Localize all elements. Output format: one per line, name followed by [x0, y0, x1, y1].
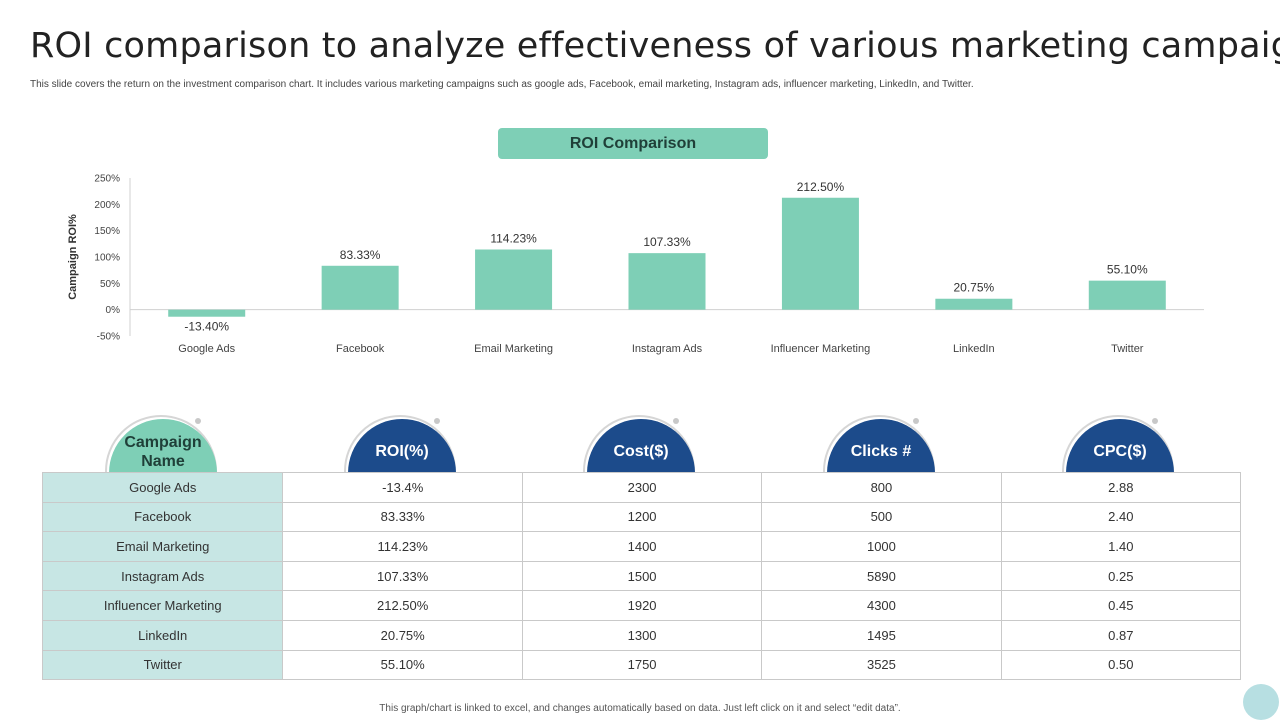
y-tick-label: 100%	[94, 253, 120, 264]
table-row: Facebook 83.33% 1200 500 2.40	[41, 501, 1242, 533]
cpc-cell: 2.88	[1000, 472, 1242, 503]
decorative-circle	[1243, 684, 1279, 720]
cost-cell: 1920	[521, 590, 763, 621]
clicks-cell: 500	[761, 501, 1002, 533]
campaign-name-cell: Influencer Marketing	[41, 590, 284, 621]
cpc-cell: 0.87	[1000, 619, 1242, 651]
table-row: Google Ads -13.4% 2300 800 2.88	[41, 472, 1242, 503]
campaign-name-cell: Facebook	[41, 501, 284, 533]
clicks-cell: 5890	[761, 560, 1002, 592]
header-roi: ROI(%)	[344, 413, 460, 473]
cpc-cell: 1.40	[1000, 531, 1242, 562]
bar	[475, 249, 553, 310]
cpc-cell: 0.50	[1000, 649, 1242, 681]
cost-cell: 2300	[521, 472, 763, 503]
campaign-name-cell: Google Ads	[41, 472, 284, 503]
cpc-cell: 2.40	[1000, 501, 1242, 533]
roi-cell: -13.4%	[282, 472, 523, 503]
y-tick-label: 50%	[100, 279, 120, 290]
page-title: ROI comparison to analyze effectiveness …	[30, 26, 1280, 66]
table-row: Instagram Ads 107.33% 1500 5890 0.25	[41, 560, 1242, 592]
table-row: Twitter 55.10% 1750 3525 0.50	[41, 649, 1242, 681]
x-tick-label: Google Ads	[178, 343, 235, 355]
cost-cell: 1750	[521, 649, 763, 681]
x-tick-label: Facebook	[336, 343, 385, 355]
header-campaign-name: Campaign Name	[105, 413, 221, 473]
data-label: 212.50%	[797, 180, 845, 194]
clicks-cell: 1495	[761, 619, 1002, 651]
bar	[321, 265, 399, 310]
y-tick-label: -50%	[97, 332, 120, 343]
bar	[935, 298, 1013, 310]
clicks-cell: 3525	[761, 649, 1002, 681]
x-tick-label: Twitter	[1111, 343, 1144, 355]
data-label: 114.23%	[490, 232, 537, 246]
table-row: LinkedIn 20.75% 1300 1495 0.87	[41, 619, 1242, 651]
header-cpc-label: CPC($)	[1093, 443, 1147, 460]
header-clicks-label: Clicks #	[850, 443, 912, 460]
cost-cell: 1500	[521, 560, 763, 592]
data-label: 20.75%	[954, 281, 995, 295]
roi-cell: 20.75%	[282, 619, 523, 651]
header-cost: Cost($)	[583, 413, 699, 473]
roi-cell: 114.23%	[282, 531, 523, 562]
x-tick-label: Email Marketing	[474, 343, 553, 355]
y-tick-label: 250%	[94, 174, 120, 185]
campaign-name-cell: LinkedIn	[41, 619, 284, 651]
data-label: 107.33%	[643, 235, 691, 249]
y-tick-label: 200%	[94, 200, 120, 211]
y-tick-label: 150%	[94, 226, 120, 237]
bar	[1088, 280, 1166, 310]
data-label: -13.40%	[184, 320, 229, 334]
y-axis-title: Campaign ROI%	[67, 214, 79, 300]
cpc-cell: 0.25	[1000, 560, 1242, 592]
header-roi-label: ROI(%)	[375, 443, 429, 460]
campaign-name-cell: Twitter	[41, 649, 284, 681]
bar	[168, 309, 246, 317]
bar	[781, 197, 859, 310]
x-tick-label: Influencer Marketing	[771, 343, 871, 355]
cpc-cell: 0.45	[1000, 590, 1242, 621]
x-tick-label: Instagram Ads	[632, 343, 703, 355]
roi-bar-chart: 250% 200% 150% 100% 50% 0% -50% Campaign ROI% -1…	[67, 174, 1204, 355]
roi-cell: 55.10%	[282, 649, 523, 681]
clicks-cell: 4300	[761, 590, 1002, 621]
x-tick-label: LinkedIn	[953, 343, 995, 355]
roi-cell: 212.50%	[282, 590, 523, 621]
data-label: 55.10%	[1107, 263, 1148, 277]
header-clicks: Clicks #	[823, 413, 939, 473]
y-tick-label: 0%	[106, 305, 121, 316]
roi-cell: 83.33%	[282, 501, 523, 533]
campaign-name-cell: Email Marketing	[41, 531, 284, 562]
page-subtitle: This slide covers the return on the inve…	[30, 79, 974, 90]
cost-cell: 1300	[521, 619, 763, 651]
clicks-cell: 1000	[761, 531, 1002, 562]
bar	[628, 253, 706, 310]
header-cost-label: Cost($)	[613, 443, 669, 460]
cost-cell: 1400	[521, 531, 763, 562]
roi-table: Google Ads -13.4% 2300 800 2.88 Facebook…	[41, 472, 1242, 681]
data-label: 83.33%	[340, 248, 381, 262]
table-row: Influencer Marketing 212.50% 1920 4300 0…	[41, 590, 1242, 621]
roi-cell: 107.33%	[282, 560, 523, 592]
header-cpc: CPC($)	[1062, 413, 1178, 473]
campaign-name-cell: Instagram Ads	[41, 560, 284, 592]
clicks-cell: 800	[761, 472, 1002, 503]
footnote: This graph/chart is linked to excel, and…	[379, 703, 901, 714]
table-row: Email Marketing 114.23% 1400 1000 1.40	[41, 531, 1242, 562]
header-campaign-name-label: Campaign Name	[124, 434, 202, 470]
cost-cell: 1200	[521, 501, 763, 533]
chart-title: ROI Comparison	[498, 128, 768, 159]
